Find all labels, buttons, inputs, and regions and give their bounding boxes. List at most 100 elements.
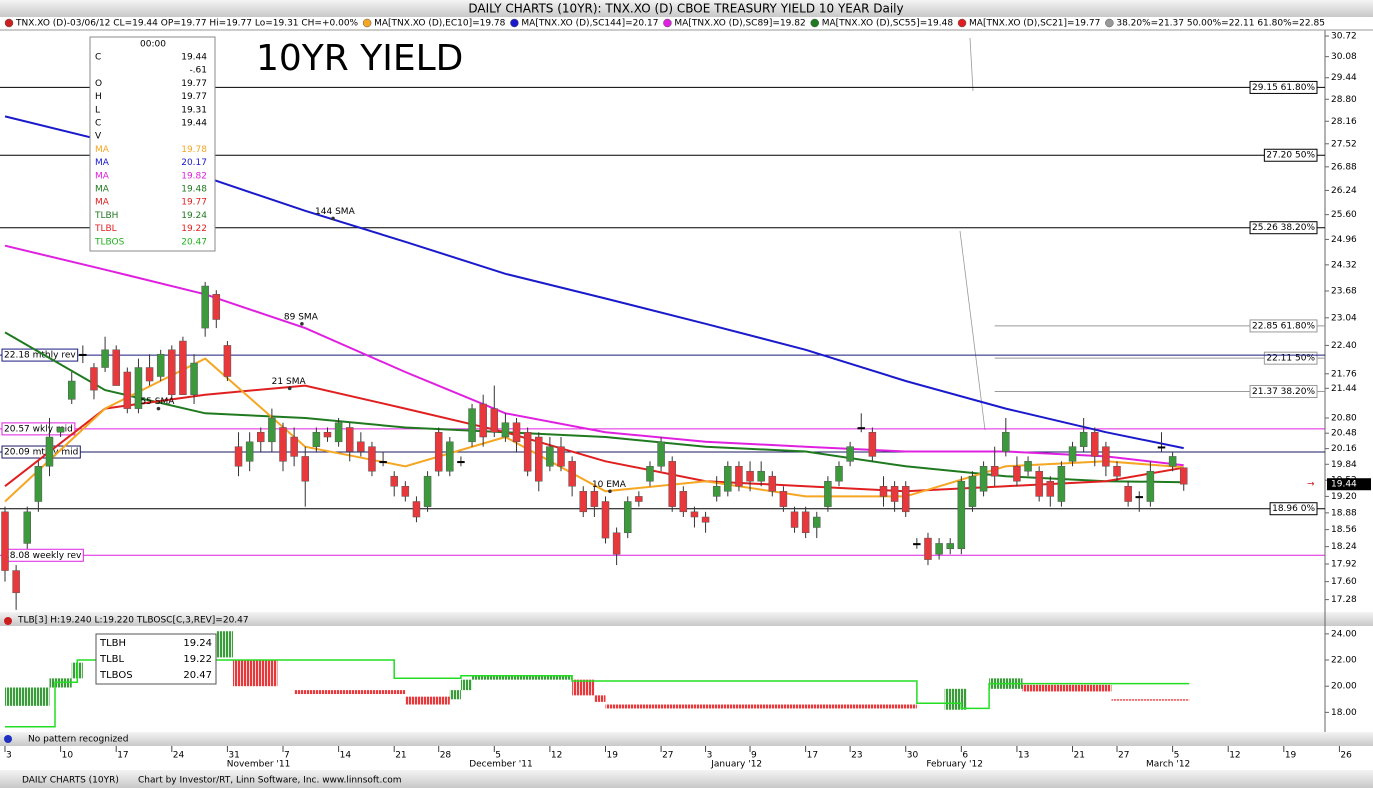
level-label: 20.57 wkly mid xyxy=(4,424,73,434)
annotation-text: 89 SMA xyxy=(284,312,319,322)
y-tick-label: 19.20 xyxy=(1331,492,1357,502)
data-box-value: 20.17 xyxy=(181,158,207,168)
candle-body xyxy=(568,461,576,487)
candle-body xyxy=(390,475,398,487)
candle-body xyxy=(190,362,198,395)
chart-title: 10YR YIELD xyxy=(256,38,463,79)
candle-body xyxy=(546,446,554,467)
x-tick-label: 5 xyxy=(1174,751,1180,761)
candle-body xyxy=(1091,431,1099,457)
data-box-label: V xyxy=(95,132,102,142)
x-tick-label: 31 xyxy=(228,751,239,761)
candle-body xyxy=(134,367,143,409)
level-label: 22.85 61.80% xyxy=(1252,321,1315,331)
candle-body xyxy=(368,446,376,472)
candle-body xyxy=(212,294,221,320)
x-tick-label: 14 xyxy=(340,751,352,761)
candle-body xyxy=(290,436,298,457)
y-tick-label: 28.16 xyxy=(1331,117,1357,127)
candle-body xyxy=(1079,431,1088,447)
y-tick-label: 30.72 xyxy=(1331,32,1357,42)
candle-body xyxy=(1179,467,1188,485)
candle-body xyxy=(735,466,743,487)
x-tick-label: 28 xyxy=(440,751,452,761)
legend-icon xyxy=(4,18,14,28)
tlb-header-bar xyxy=(0,612,1373,626)
data-box-value: 19.31 xyxy=(181,105,207,115)
data-box-value: 19.44 xyxy=(181,119,207,129)
candle-body xyxy=(913,543,921,546)
level-label-box xyxy=(1,348,79,362)
y-tick-label: 20.48 xyxy=(1331,429,1357,439)
candle-body xyxy=(379,461,387,464)
candle-body xyxy=(234,446,243,467)
tlb-box-label: TLBL xyxy=(99,654,125,665)
candle-body xyxy=(1146,470,1155,502)
data-box-label: TLBOS xyxy=(94,237,125,247)
candle-body xyxy=(23,511,31,544)
candle-body xyxy=(301,456,309,482)
candle-body xyxy=(1157,446,1166,449)
annotation-text: 21 SMA xyxy=(272,377,307,387)
tlb-brick xyxy=(1022,684,1112,692)
tlb-box-label: TLBH xyxy=(99,638,126,649)
x-tick-label: 5 xyxy=(495,751,501,761)
tlb-brick xyxy=(449,690,461,700)
candle-body xyxy=(657,441,665,467)
candle-body xyxy=(868,431,877,457)
candle-body xyxy=(479,403,487,438)
y-tick-label: 30.08 xyxy=(1331,52,1357,62)
last-price-box xyxy=(1327,478,1371,491)
candle-body xyxy=(1035,470,1043,497)
level-label: 18.96 0% xyxy=(1272,504,1315,514)
data-box-value: 19.82 xyxy=(181,171,207,181)
data-box-value: 19.77 xyxy=(181,79,207,89)
candle-body xyxy=(901,485,910,513)
tlb-brick xyxy=(5,687,50,706)
candle-body xyxy=(1002,431,1010,452)
candle-body xyxy=(334,422,343,443)
month-label: December '11 xyxy=(469,760,532,770)
legend-icon xyxy=(663,18,672,28)
x-tick-label: 17 xyxy=(117,751,128,761)
data-box-label: MA xyxy=(95,158,110,168)
candle-body xyxy=(201,285,209,329)
tlb-box-label: TLBOS xyxy=(99,670,133,681)
tlb-brick xyxy=(216,631,233,658)
level-label: 27.20 50% xyxy=(1266,151,1315,161)
x-tick-label: 9 xyxy=(751,751,757,761)
candle-body xyxy=(523,431,532,472)
candle-body xyxy=(757,470,765,482)
level-label: 25.26 38.20% xyxy=(1252,223,1315,233)
candle-body xyxy=(168,349,176,395)
candle-body xyxy=(490,408,499,433)
annotation-text: 10 EMA xyxy=(592,480,627,490)
tlb-header: TLB[3] H:19.240 L:19.220 TLBOSC[C,3,REV]… xyxy=(17,616,249,626)
tlb-brick xyxy=(1111,699,1190,701)
candle-body xyxy=(156,353,165,377)
annotation-text: 55 SMA xyxy=(140,397,175,407)
tlb-brick xyxy=(572,679,595,696)
x-tick-label: 19 xyxy=(606,751,618,761)
data-box-label: MA xyxy=(95,145,110,155)
level-label: 22.18 mthly rev xyxy=(4,351,76,361)
candle-body xyxy=(824,480,832,507)
y-tick-label: 21.44 xyxy=(1331,384,1357,394)
data-box-label: O xyxy=(95,79,102,89)
y-tick-label: 21.76 xyxy=(1331,369,1357,379)
candle-body xyxy=(357,441,365,452)
candle-body xyxy=(879,485,888,497)
tlb-box-value: 19.22 xyxy=(183,654,212,665)
candle-body xyxy=(1068,446,1077,462)
data-box xyxy=(89,36,216,252)
data-box-label: H xyxy=(95,92,102,102)
annotation-dot xyxy=(331,216,335,221)
candle-body xyxy=(679,491,688,513)
candle-body xyxy=(12,570,20,594)
candle-body xyxy=(501,422,510,438)
candle-body xyxy=(668,461,676,507)
legend-icon xyxy=(810,18,819,28)
candle-body xyxy=(646,466,654,482)
legend-icon xyxy=(510,18,519,28)
y-tick-label: 20.16 xyxy=(1331,444,1357,454)
